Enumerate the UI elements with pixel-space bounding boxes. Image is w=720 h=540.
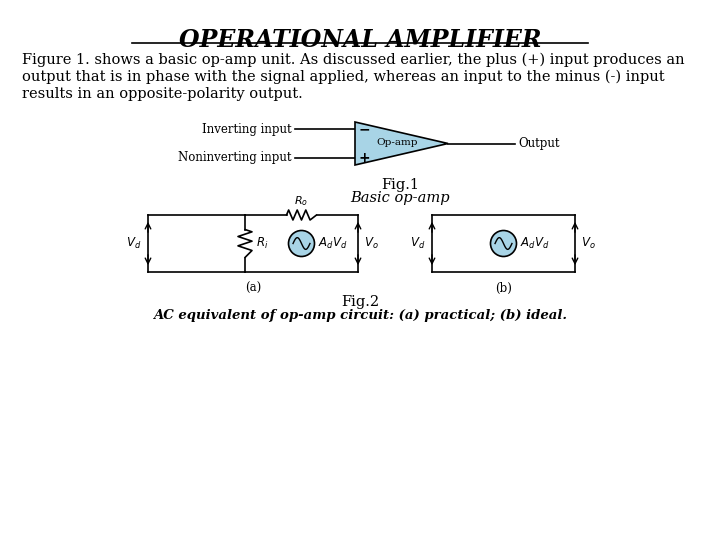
Text: output that is in phase with the signal applied, whereas an input to the minus (: output that is in phase with the signal … <box>22 70 665 84</box>
Text: $R_o$: $R_o$ <box>294 194 309 208</box>
Text: +: + <box>358 151 370 165</box>
Text: −: − <box>358 122 370 136</box>
Text: AC equivalent of op-amp circuit: (a) practical; (b) ideal.: AC equivalent of op-amp circuit: (a) pra… <box>153 309 567 322</box>
Text: $V_d$: $V_d$ <box>126 236 141 251</box>
Text: (b): (b) <box>495 282 512 295</box>
Circle shape <box>490 231 516 256</box>
Text: Inverting input: Inverting input <box>202 123 292 136</box>
Text: Basic op-amp: Basic op-amp <box>350 191 450 205</box>
Text: $A_d V_d$: $A_d V_d$ <box>318 236 348 251</box>
Text: $R_i$: $R_i$ <box>256 236 269 251</box>
Text: Fig.1: Fig.1 <box>381 178 419 192</box>
Text: Noninverting input: Noninverting input <box>179 152 292 165</box>
Text: Figure 1. shows a basic op-amp unit. As discussed earlier, the plus (+) input pr: Figure 1. shows a basic op-amp unit. As … <box>22 53 685 68</box>
Text: Fig.2: Fig.2 <box>341 295 379 309</box>
Text: $A_d V_d$: $A_d V_d$ <box>521 236 550 251</box>
Text: $V_d$: $V_d$ <box>410 236 425 251</box>
Text: results in an opposite-polarity output.: results in an opposite-polarity output. <box>22 87 302 101</box>
Text: (a): (a) <box>245 282 261 295</box>
Circle shape <box>289 231 315 256</box>
Text: $V_o$: $V_o$ <box>364 236 379 251</box>
Polygon shape <box>355 122 448 165</box>
Text: Op-amp: Op-amp <box>376 138 418 147</box>
Text: OPERATIONAL AMPLIFIER: OPERATIONAL AMPLIFIER <box>179 28 541 52</box>
Text: $V_o$: $V_o$ <box>581 236 595 251</box>
Text: Output: Output <box>518 137 559 150</box>
